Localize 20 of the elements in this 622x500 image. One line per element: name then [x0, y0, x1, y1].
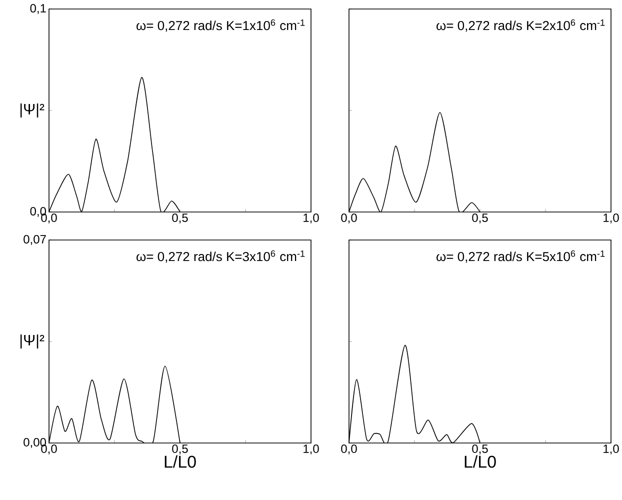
x-tick-label: 0,5 — [172, 444, 188, 454]
x-tick-label: 0,0 — [341, 444, 357, 454]
annotation: ω= 0,272 rad/s K=5x10$^{6}$ cm$^{-1}$ — [436, 250, 605, 263]
annotation: ω= 0,272 rad/s K=1x10$^{6}$ cm$^{-1}$ — [136, 19, 305, 32]
annotation: ω= 0,272 rad/s K=3x10$^{6}$ cm$^{-1}$ — [136, 250, 305, 263]
x-tick-label: 1,0 — [604, 444, 619, 454]
x-axis-title: L/L0 — [464, 455, 496, 468]
y-tick-label: 0,1 — [30, 4, 46, 14]
x-tick-label: 1,0 — [304, 214, 319, 224]
x-axis-title: L/L0 — [164, 455, 196, 468]
y-tick-label: 0,07 — [24, 235, 46, 245]
y-axis-title: |Ψ|² — [20, 334, 44, 349]
x-tick-label: 1,0 — [304, 444, 319, 454]
annotation: ω= 0,272 rad/s K=2x10$^{6}$ cm$^{-1}$ — [436, 19, 605, 32]
x-tick-label: 0,5 — [172, 214, 188, 224]
x-tick-label: 1,0 — [604, 214, 619, 224]
x-tick-label: 0,5 — [472, 214, 488, 224]
y-axis-title: |Ψ|² — [20, 103, 44, 118]
x-tick-label: 0,0 — [341, 214, 357, 224]
x-tick-label: 0,5 — [472, 444, 488, 454]
